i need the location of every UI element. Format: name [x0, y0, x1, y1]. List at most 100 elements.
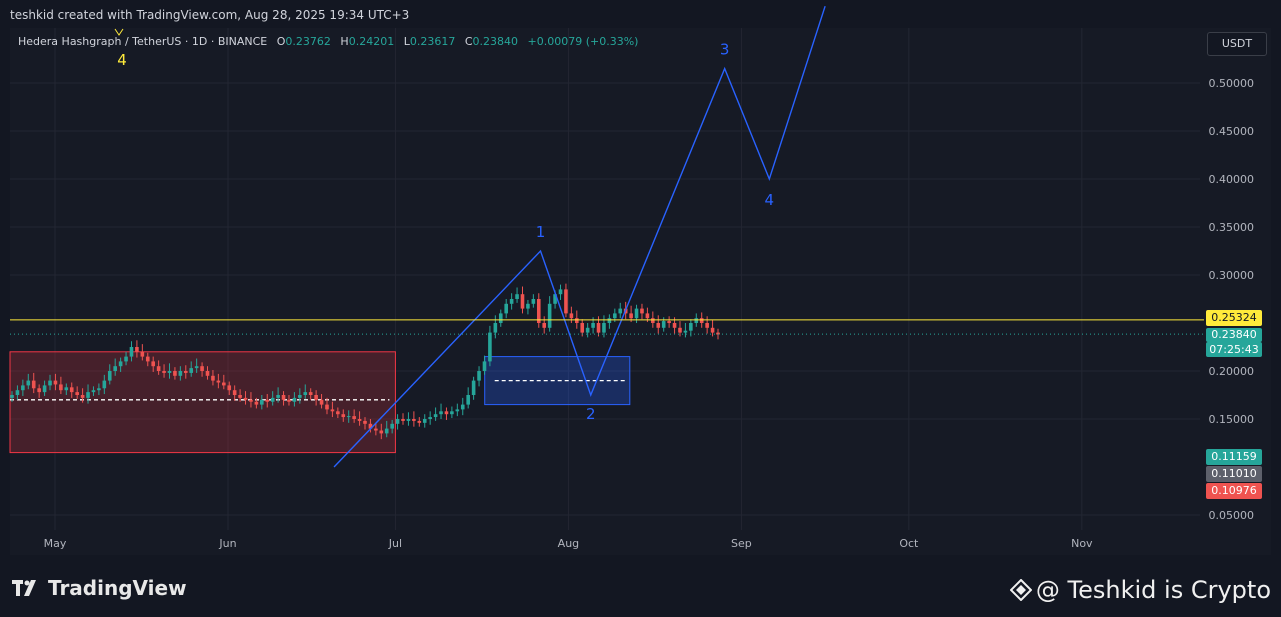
candle-body — [699, 318, 704, 323]
countdown-tag: 07:25:43 — [1206, 342, 1262, 357]
candle-body — [42, 385, 47, 393]
watermark-text: @ Teshkid is Crypto — [1035, 576, 1271, 604]
candle-body — [173, 371, 177, 376]
candle-body — [384, 428, 389, 434]
grid-lines — [10, 28, 1200, 530]
candle-body — [634, 308, 639, 319]
high-label: H — [340, 35, 349, 48]
candle-body — [667, 321, 671, 323]
candle-body — [129, 347, 134, 357]
wave-label-w1: 1 — [536, 223, 546, 241]
candle-body — [526, 303, 530, 309]
candle-body — [368, 423, 373, 429]
time-axis-label: Aug — [558, 537, 579, 550]
candle-body — [314, 395, 318, 400]
chart-area[interactable] — [10, 28, 1271, 555]
candle-body — [107, 371, 112, 381]
candle-body — [21, 385, 25, 391]
candle-body — [401, 419, 405, 421]
candle-body — [439, 411, 443, 415]
footer-bar — [0, 555, 1281, 617]
candle-body — [531, 299, 536, 304]
candle-body — [422, 419, 427, 423]
candle-body — [135, 347, 139, 352]
candle-body — [124, 356, 128, 362]
last-price-tag: 0.23840 — [1206, 328, 1262, 342]
candle-body — [238, 395, 242, 398]
time-axis-label: Jun — [218, 537, 236, 550]
candle-body — [395, 419, 400, 424]
candle-body — [249, 399, 253, 402]
price-tag-red: 0.10976 — [1206, 483, 1262, 499]
candle-body — [232, 390, 237, 395]
candle-body — [75, 392, 79, 395]
candle-body — [716, 332, 720, 335]
candle-body — [227, 385, 232, 391]
zones — [9, 351, 631, 454]
candle-body — [243, 397, 248, 400]
candle-body — [493, 323, 498, 333]
low-label: L — [403, 35, 410, 48]
level-lines — [10, 319, 1204, 335]
low-value: 0.23617 — [409, 35, 456, 48]
wave-label-w2: 2 — [586, 405, 596, 423]
candle-body — [390, 423, 394, 429]
candle-body — [542, 323, 547, 328]
candle-body — [645, 313, 650, 319]
candle-body — [536, 299, 541, 323]
open-value: 0.23762 — [285, 35, 331, 48]
candle-body — [482, 361, 487, 371]
candle-body — [162, 371, 166, 373]
candle-body — [151, 361, 155, 367]
candle-body — [602, 323, 606, 333]
candle-body — [336, 411, 340, 415]
candle-body — [498, 313, 503, 323]
price-tag-green: 0.11159 — [1206, 449, 1262, 465]
close-label: C — [464, 35, 473, 48]
candle-body — [167, 371, 172, 373]
candle-body — [31, 380, 36, 389]
candle-body — [705, 323, 709, 328]
candle-body — [504, 303, 508, 314]
symbol-name[interactable]: Hedera Hashgraph / TetherUS · 1D · BINAN… — [18, 35, 268, 48]
candle-body — [661, 321, 666, 328]
candle-body — [580, 323, 585, 333]
level-price-tag: 0.25324 — [1206, 310, 1262, 326]
candle-body — [48, 380, 52, 386]
candle-body — [140, 351, 145, 357]
candle-body — [303, 392, 308, 395]
candle-body — [618, 308, 623, 314]
wave-line — [333, 5, 826, 468]
candle-body — [330, 409, 335, 412]
candle-body — [156, 366, 161, 371]
candle-body — [575, 318, 579, 323]
wave-label-w3: 3 — [720, 41, 730, 59]
candle-body — [308, 392, 313, 395]
candle-body — [564, 289, 568, 314]
candle-body — [113, 366, 117, 371]
time-axis-label: Oct — [899, 537, 919, 550]
candle-body — [276, 395, 280, 398]
price-axis-label: 0.20000 — [1209, 365, 1255, 378]
candle-body — [10, 395, 14, 398]
candle-body — [281, 395, 286, 400]
time-axis-label: Sep — [731, 537, 752, 550]
currency-button[interactable]: USDT — [1207, 32, 1267, 56]
candle-body — [569, 313, 574, 319]
time-axis-label: Nov — [1071, 537, 1093, 550]
candle-body — [450, 411, 454, 415]
candle-body — [64, 387, 69, 391]
candle-body — [97, 388, 101, 391]
open-label: O — [276, 35, 286, 48]
candle-body — [37, 388, 41, 393]
candle-body — [15, 390, 20, 395]
tradingview-logo[interactable]: TradingView — [12, 576, 187, 600]
candle-body — [406, 419, 411, 421]
candle-body — [69, 387, 74, 393]
candle-body — [515, 294, 519, 299]
candle-body — [363, 420, 367, 424]
candle-body — [80, 395, 85, 398]
candle-body — [651, 318, 655, 323]
candle-body — [585, 327, 590, 333]
